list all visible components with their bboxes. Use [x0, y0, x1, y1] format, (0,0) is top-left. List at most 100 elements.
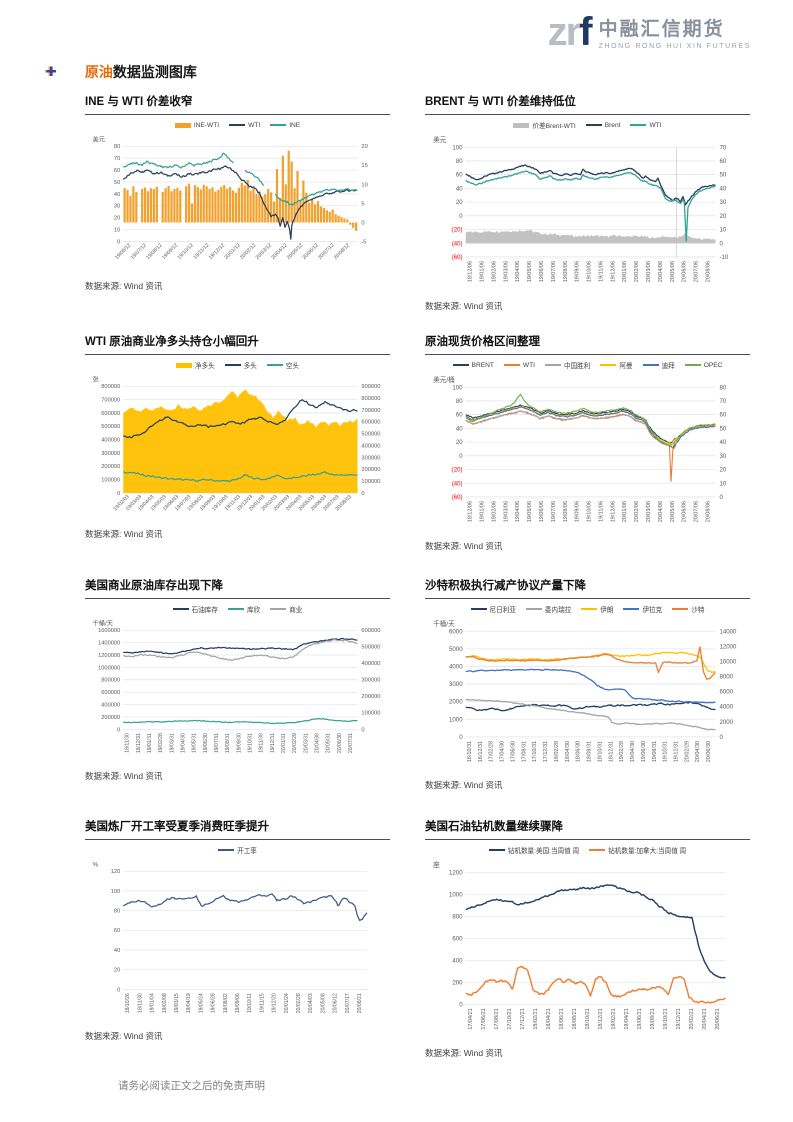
- svg-text:80: 80: [456, 158, 463, 165]
- x-axis-tick-label: 17/12/21: [520, 1008, 526, 1029]
- svg-text:50: 50: [720, 172, 727, 179]
- svg-text:5: 5: [361, 201, 364, 207]
- x-axis-tick-label: 19/04/21: [624, 1008, 630, 1029]
- svg-text:60: 60: [456, 412, 463, 419]
- svg-text:1000: 1000: [449, 716, 463, 723]
- x-axis-tick-label: 19/04/06: [515, 261, 521, 282]
- legend-label: 石油库存: [191, 607, 218, 614]
- svg-text:0: 0: [720, 494, 724, 501]
- svg-text:400000: 400000: [361, 443, 380, 449]
- svg-text:50: 50: [720, 425, 727, 432]
- x-axis-tick-label: 19/03/06: [503, 501, 509, 522]
- legend-marker-line: [684, 364, 701, 366]
- x-axis-tick-label: 19/02/06: [491, 261, 497, 282]
- x-axis-tick-label: 20/04/30: [315, 733, 321, 753]
- svg-text:300000: 300000: [361, 678, 380, 684]
- x-axis-tick-label: 19/11/15: [259, 993, 265, 1013]
- chart-title: 沙特积极执行减产协议产量下降: [425, 577, 750, 599]
- svg-text:14000: 14000: [720, 628, 738, 635]
- data-source-label: 数据来源: Wind 资讯: [85, 1030, 163, 1041]
- svg-text:10000: 10000: [720, 658, 738, 665]
- svg-text:600000: 600000: [101, 690, 120, 696]
- chart-canvas: 美元/桶100806040200(20)(40)(60)807060504030…: [433, 375, 727, 522]
- legend-item: 钻机数量:美国:当周值 周: [488, 845, 579, 855]
- x-axis-tick-label: 19/08/12: [145, 242, 163, 260]
- x-axis-tick-label: 17/12/31: [543, 741, 549, 762]
- x-axis-tick-label: 18/08/31: [587, 741, 593, 762]
- svg-text:0: 0: [117, 239, 120, 245]
- legend-marker-line: [218, 849, 235, 851]
- svg-text:60: 60: [720, 412, 727, 419]
- x-axis-tick-label: 19/05/06: [527, 501, 533, 522]
- chart-legend: 石油库存 库欣 商业: [85, 603, 390, 615]
- legend-label: 钻机数量:加拿大:当周值 周: [608, 848, 687, 855]
- x-axis-tick-label: 20/06/12: [333, 993, 339, 1013]
- x-axis-tick-label: 20/04/06: [658, 261, 664, 282]
- x-axis-tick-label: 19/08/02: [223, 993, 229, 1013]
- legend-marker-line: [470, 608, 487, 610]
- legend-item: 阿曼: [600, 360, 633, 370]
- svg-text:60: 60: [114, 928, 120, 934]
- x-axis-tick-label: 19/07/06: [551, 501, 557, 522]
- legend-item: 价差Brent-WTI: [513, 120, 576, 130]
- svg-text:1200: 1200: [449, 869, 463, 876]
- svg-text:500000: 500000: [361, 432, 380, 438]
- svg-text:100: 100: [452, 384, 463, 391]
- chart-block-7: 美国炼厂开工率受夏季消费旺季提升 开工率% 120 100 80 60 40 20 0 18/10…: [85, 818, 390, 1042]
- chart-legend: 钻机数量:美国:当周值 周 钻机数量:加拿大:当周值 周: [425, 844, 750, 856]
- svg-text:40: 40: [720, 185, 727, 192]
- svg-text:(20): (20): [452, 467, 463, 474]
- svg-text:60: 60: [720, 158, 727, 165]
- chart-block-8: 美国石油钻机数量继续骤降 钻机数量:美国:当周值 周 钻机数量:加拿大:当周值 周座…: [425, 818, 750, 1059]
- legend-label: 商业: [289, 607, 303, 614]
- svg-text:80: 80: [114, 144, 120, 150]
- svg-text:200000: 200000: [101, 715, 120, 721]
- x-axis-tick-label: 19/05/06: [527, 261, 533, 282]
- data-source-label: 数据来源: Wind 资讯: [425, 1047, 503, 1058]
- svg-text:6000: 6000: [449, 628, 463, 635]
- legend-marker-line: [270, 608, 287, 610]
- svg-text:300000: 300000: [361, 455, 380, 461]
- legend-item: WTI: [229, 122, 260, 129]
- svg-text:200000: 200000: [361, 467, 380, 473]
- x-axis-tick-label: 18/12/31: [608, 741, 614, 762]
- legend-item: Brent: [585, 122, 620, 129]
- svg-text:300000: 300000: [101, 451, 120, 457]
- x-axis-tick-label: 20/07/31: [348, 733, 354, 753]
- x-axis-tick-label: 18/11/30: [125, 733, 131, 753]
- legend-label: INE: [289, 121, 301, 129]
- svg-text:1600000: 1600000: [98, 628, 120, 634]
- legend-item: WTI: [630, 122, 662, 129]
- logo-f-text: f: [579, 10, 592, 54]
- legend-marker-line: [581, 608, 598, 610]
- axis-unit-label: 美元: [93, 135, 105, 143]
- x-axis-tick-label: 18/10/31: [597, 741, 603, 762]
- svg-text:60: 60: [114, 168, 120, 174]
- x-axis-tick-label: 19/10/11: [247, 993, 253, 1013]
- svg-text:40: 40: [456, 425, 463, 432]
- data-source-label: 数据来源: Wind 资讯: [85, 528, 163, 539]
- x-axis-tick-label: 19/06/30: [641, 741, 647, 762]
- x-axis-tick-label: 20/01/06: [622, 261, 628, 282]
- legend-marker-line: [452, 364, 469, 366]
- svg-text:2000: 2000: [449, 699, 463, 706]
- x-axis-tick-label: 20/03/12: [255, 242, 273, 260]
- legend-label: 开工率: [237, 848, 257, 855]
- svg-text:0: 0: [459, 213, 463, 220]
- x-axis-tick-label: 19/10/31: [663, 741, 669, 762]
- legend-label: WTI: [248, 121, 261, 129]
- svg-text:500000: 500000: [101, 424, 120, 430]
- legend-marker-line: [545, 364, 561, 366]
- x-axis-tick-label: 19/06/28: [211, 993, 217, 1013]
- legend-marker-swatch: [513, 122, 530, 128]
- legend-item: WTI: [503, 362, 535, 369]
- x-axis-tick-label: 17/04/21: [468, 1008, 474, 1029]
- x-axis-tick-label: 20/05/08: [320, 993, 326, 1013]
- svg-text:15: 15: [361, 163, 367, 169]
- chart-canvas: 美元100806040200(20)(40)(60)70605040302010…: [433, 135, 729, 282]
- x-axis-tick-label: 19/04/30: [630, 741, 636, 762]
- x-axis-tick-label: 20/06/21: [715, 1008, 721, 1029]
- chart-legend: 价差Brent-WTI Brent WTI: [425, 119, 750, 131]
- legend-item: 石油库存: [172, 604, 218, 614]
- legend-item: BRENT: [452, 362, 494, 369]
